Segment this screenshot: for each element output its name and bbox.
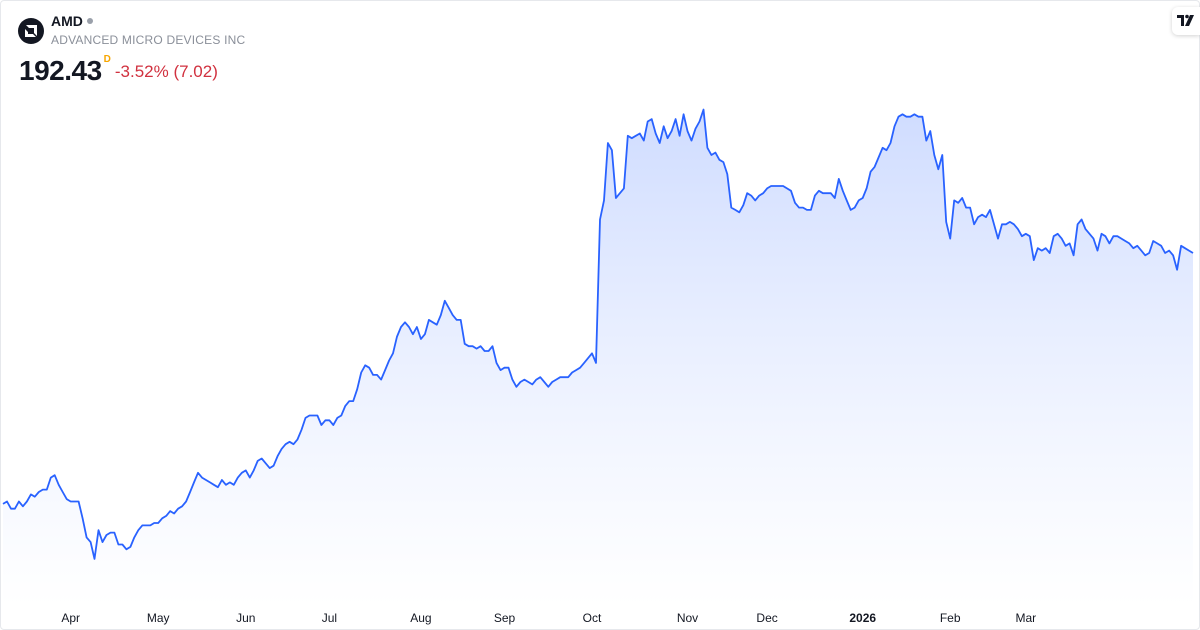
ticker-symbol[interactable]: AMD: [51, 13, 83, 29]
x-tick-label-jul: Jul: [322, 611, 337, 625]
price-change: -3.52% (7.02): [114, 62, 218, 81]
price-row: 192.43 D-3.52% (7.02): [19, 54, 218, 87]
ticker-row: AMD: [51, 13, 93, 31]
market-status-dot-icon: [86, 18, 93, 24]
interval-badge: D: [103, 54, 111, 65]
x-tick-label-may: May: [147, 611, 170, 625]
x-tick-label-jun: Jun: [236, 611, 255, 625]
x-tick-label-sep: Sep: [494, 611, 516, 625]
x-tick-label-dec: Dec: [756, 611, 777, 625]
x-axis: Apr May Jun Jul Aug Sep Oct Nov Dec 2026 Feb Mar: [61, 611, 1036, 625]
x-tick-label-aug: Aug: [410, 611, 431, 625]
price-line: [2, 108, 1194, 560]
amd-logo-icon: [18, 18, 44, 44]
x-tick-label-apr: Apr: [61, 611, 80, 625]
x-tick-label-feb: Feb: [940, 611, 961, 625]
x-tick-label-nov: Nov: [677, 611, 698, 625]
x-tick-label-2026: 2026: [849, 611, 876, 625]
company-name: ADVANCED MICRO DEVICES INC: [51, 33, 246, 47]
last-price: 192.43: [19, 55, 102, 86]
x-tick-label-oct: Oct: [583, 611, 602, 625]
x-tick-label-mar: Mar: [1015, 611, 1036, 625]
tradingview-logo-icon[interactable]: [1172, 7, 1200, 35]
price-area-fill: [3, 109, 1193, 606]
